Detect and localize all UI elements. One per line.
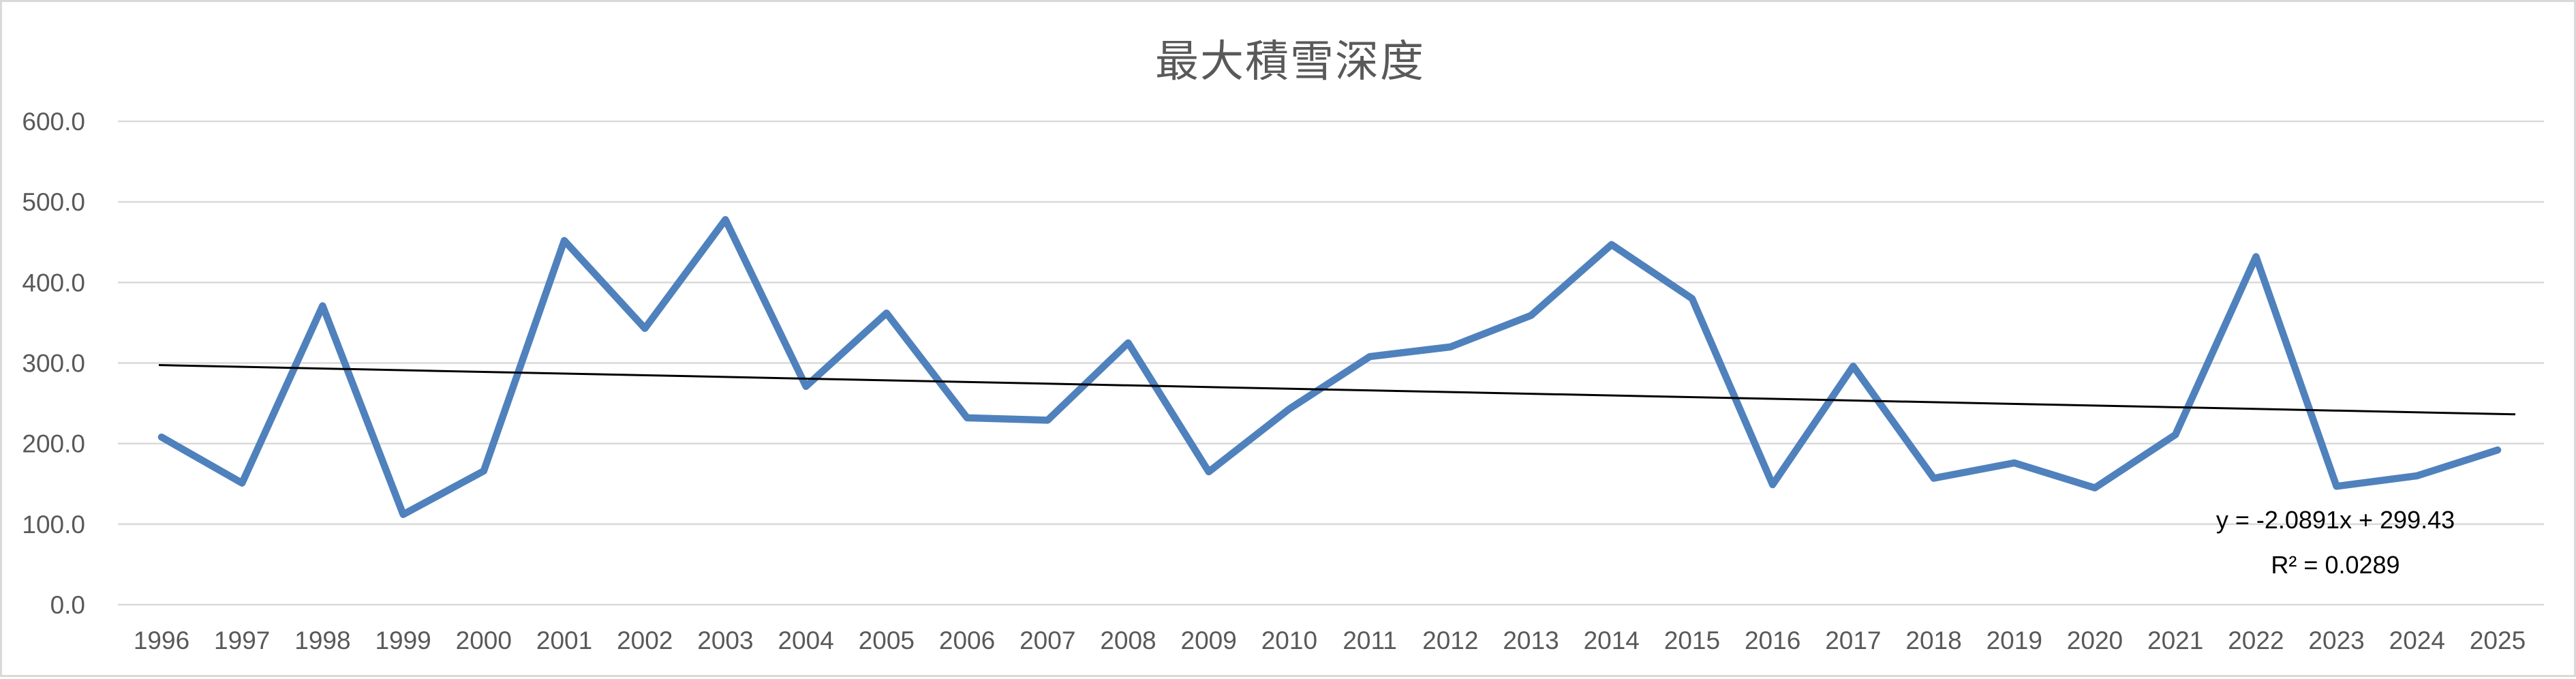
- x-axis-tick-label: 1998: [294, 627, 350, 654]
- series-line[interactable]: [157, 215, 2502, 518]
- x-axis-tick-label: 2003: [697, 627, 753, 654]
- x-axis-tick-label: 2022: [2228, 627, 2284, 654]
- x-axis-tick-label: 2020: [2067, 627, 2123, 654]
- x-axis-tick-label: 2009: [1181, 627, 1237, 654]
- y-axis-tick-label: 400.0: [22, 269, 85, 297]
- x-axis-tick-label: 2024: [2389, 627, 2445, 654]
- y-axis-tick-label: 200.0: [22, 430, 85, 458]
- y-axis-tick-label: 500.0: [22, 188, 85, 216]
- x-axis-tick-label: 2014: [1584, 627, 1640, 654]
- x-axis-tick-label: 2001: [536, 627, 592, 654]
- x-axis-tick-label: 2015: [1664, 627, 1720, 654]
- x-axis-tick-label: 2025: [2470, 627, 2526, 654]
- x-axis-tick-label: 2018: [1905, 627, 1961, 654]
- x-axis-tick-label: 2000: [456, 627, 512, 654]
- y-axis-tick-label: 100.0: [22, 511, 85, 539]
- x-axis-tick-label: 2002: [617, 627, 673, 654]
- x-axis-tick-label: 2004: [778, 627, 833, 654]
- x-axis-tick-label: 2011: [1343, 627, 1397, 654]
- x-axis-tick-label: 2007: [1019, 627, 1075, 654]
- x-axis[interactable]: 1996 1997 1998 1999 2000 2001 2002 2003 2004 2005…: [134, 627, 2526, 654]
- x-axis-tick-label: 1997: [214, 627, 270, 654]
- trendline[interactable]: [158, 364, 2516, 416]
- x-axis-tick-label: 2017: [1825, 627, 1881, 654]
- x-axis-tick-label: 2008: [1100, 627, 1156, 654]
- x-axis-tick-label: 2023: [2308, 627, 2364, 654]
- x-axis-tick-label: 1999: [375, 627, 431, 654]
- y-axis-tick-label: 0.0: [50, 591, 85, 619]
- y-axis-tick-label: 300.0: [22, 350, 85, 378]
- x-axis-tick-label: 2006: [939, 627, 995, 654]
- x-axis-tick-label: 2005: [859, 627, 915, 654]
- x-axis-tick-label: 2016: [1745, 627, 1800, 654]
- y-axis[interactable]: 0.0 100.0 200.0 300.0 400.0 500.0 600.0: [22, 108, 2544, 619]
- trendline-equation: y = -2.0891x + 299.43: [2215, 506, 2455, 534]
- trendline-label[interactable]: y = -2.0891x + 299.43 R² = 0.0289: [2216, 498, 2455, 588]
- chart-title[interactable]: 最大積雪深度: [1155, 37, 1425, 86]
- x-axis-tick-label: 2010: [1261, 627, 1317, 654]
- x-axis-tick-label: 2019: [1987, 627, 2042, 654]
- trendline-r-squared: R² = 0.0289: [2271, 551, 2400, 579]
- x-axis-tick-label: 2012: [1422, 627, 1478, 654]
- x-axis-tick-label: 2021: [2147, 627, 2203, 654]
- y-axis-tick-label: 600.0: [22, 108, 85, 136]
- x-axis-tick-label: 2013: [1503, 627, 1559, 654]
- x-axis-tick-label: 1996: [134, 627, 189, 654]
